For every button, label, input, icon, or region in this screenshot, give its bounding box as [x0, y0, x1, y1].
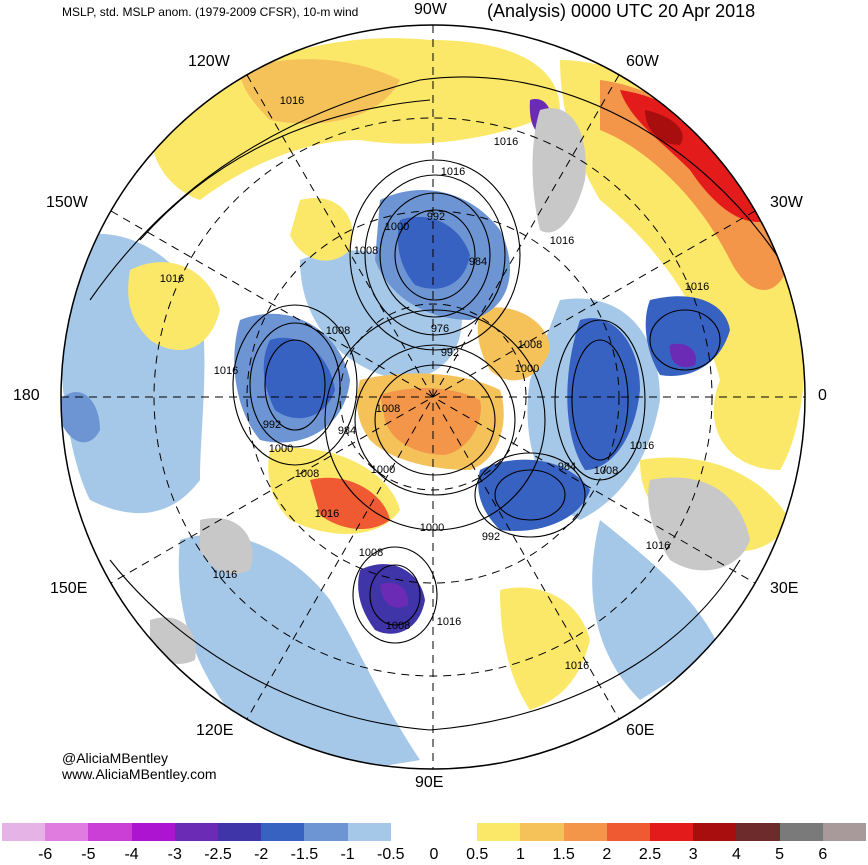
lon-label-150w: 150W	[46, 194, 88, 211]
colorbar	[2, 823, 867, 841]
isobar-label: 992	[427, 211, 445, 223]
colorbar-swatch	[2, 823, 46, 841]
isobar-label: 984	[338, 425, 356, 437]
lon-label-180: 180	[13, 387, 40, 404]
colorbar-tick-label: -5	[81, 846, 96, 863]
colorbar-swatch	[304, 823, 349, 841]
lon-label-120e: 120E	[196, 722, 234, 739]
colorbar-tick-label: 0.5	[466, 846, 489, 863]
colorbar-tick-label: -0.5	[377, 846, 405, 863]
colorbar-swatch	[174, 823, 219, 841]
isobar-label: 1008	[518, 339, 542, 351]
isobar-label: 992	[482, 531, 500, 543]
lon-label-90w: 90W	[414, 1, 447, 18]
lon-label-0: 0	[818, 387, 827, 404]
isobar-label: 984	[558, 461, 576, 473]
lon-label-30e: 30E	[770, 580, 799, 597]
lon-label-60e: 60E	[626, 722, 655, 739]
colorbar-tick-label: -1.5	[290, 846, 319, 863]
colorbar-tick-label: 4	[731, 846, 741, 863]
isobar-label: 1008	[354, 245, 378, 257]
isobar-label: 1016	[437, 616, 461, 628]
colorbar-swatch	[520, 823, 565, 841]
isobar-label: 1000	[515, 363, 539, 375]
isobar-label: 1016	[630, 440, 654, 452]
isobar-label: 976	[431, 323, 449, 335]
isobar-label: 992	[441, 347, 459, 359]
colorbar-swatch	[261, 823, 305, 841]
colorbar-tick-label: 5	[775, 846, 785, 863]
colorbar-swatch	[693, 823, 737, 841]
colorbar-tick-label: -6	[38, 846, 53, 863]
isobar-label: 992	[263, 419, 281, 431]
isobar-label: 1000	[371, 464, 395, 476]
colorbar-tick-label: -1	[340, 846, 355, 863]
colorbar-swatch	[45, 823, 89, 841]
colorbar-tick-label: 1	[515, 846, 525, 863]
header-left-title: MSLP, std. MSLP anom. (1979-2009 CFSR), …	[62, 5, 359, 19]
lat-lon-grid	[61, 25, 805, 769]
colorbar-tick-label: 2.5	[638, 846, 662, 863]
credit-website: www.AliciaMBentley.com	[62, 766, 217, 782]
colorbar-tick-label: 1.5	[552, 846, 575, 863]
lon-label-90e: 90E	[415, 774, 444, 791]
colorbar-tick-label: -2	[254, 846, 269, 863]
colorbar-tick-label: 0	[429, 846, 439, 863]
isobar-label: 1016	[494, 136, 518, 148]
colorbar-tick-label: -4	[124, 846, 139, 863]
isobar-label: 1000	[385, 221, 409, 233]
isobar-contours	[89, 76, 781, 731]
colorbar-swatch	[736, 823, 781, 841]
isobar-label: 1008	[295, 468, 319, 480]
isobar-label: 1008	[386, 620, 410, 632]
colorbar-swatch	[822, 823, 867, 841]
isobar-label: 984	[469, 256, 487, 268]
header-right-title: (Analysis) 0000 UTC 20 Apr 2018	[487, 1, 756, 21]
isobar-label: 1016	[214, 365, 238, 377]
isobar-label: 1008	[326, 325, 350, 337]
colorbar-swatch	[779, 823, 824, 841]
colorbar-tick-label: -2.5	[204, 846, 232, 863]
lon-label-60w: 60W	[626, 53, 659, 70]
isobar-label: 1016	[160, 273, 184, 285]
colorbar-swatch	[131, 823, 176, 841]
colorbar-swatch	[606, 823, 651, 841]
colorbar-tick-label: 6	[818, 846, 828, 863]
lon-label-150e: 150E	[50, 580, 88, 597]
credit-handle: @AliciaMBentley	[62, 750, 169, 766]
isobar-label: 1016	[565, 660, 589, 672]
isobar-label: 1008	[359, 547, 383, 559]
isobar-label: 1000	[269, 443, 293, 455]
isobar-label: 1016	[550, 235, 574, 247]
colorbar-tick-label: 2	[602, 846, 612, 863]
lon-label-120w: 120W	[188, 53, 230, 70]
contour-label-layer: 1016 1016 1016 992 1000 1008 984 1016 1016 1016 10…	[160, 95, 709, 672]
colorbar-swatch	[477, 823, 521, 841]
isobar-label: 1008	[594, 465, 618, 477]
polar-stereographic-map: 1016 1016 1016 992 1000 1008 984 1016 1016 1016 10…	[60, 24, 806, 770]
lon-label-30w: 30W	[770, 194, 803, 211]
isobar-label: 1016	[280, 95, 304, 107]
isobar-label: 1016	[685, 281, 709, 293]
isobar-label: 1016	[646, 540, 670, 552]
map-boundary	[60, 24, 806, 770]
colorbar-swatch	[347, 823, 392, 841]
isobar-label: 1016	[441, 166, 465, 178]
colorbar-swatch	[434, 823, 478, 841]
isobar-label: 1016	[315, 508, 339, 520]
colorbar-tick-label: -3	[167, 846, 182, 863]
isobar-label: 1000	[420, 522, 444, 534]
colorbar-swatch	[650, 823, 694, 841]
isobar-label: 1008	[376, 403, 400, 415]
colorbar-swatch	[88, 823, 133, 841]
isobar-label: 1016	[213, 569, 237, 581]
colorbar-swatch	[390, 823, 435, 841]
colorbar-swatch	[563, 823, 608, 841]
colorbar-tick-label: 3	[688, 846, 698, 863]
colorbar-swatch	[218, 823, 262, 841]
